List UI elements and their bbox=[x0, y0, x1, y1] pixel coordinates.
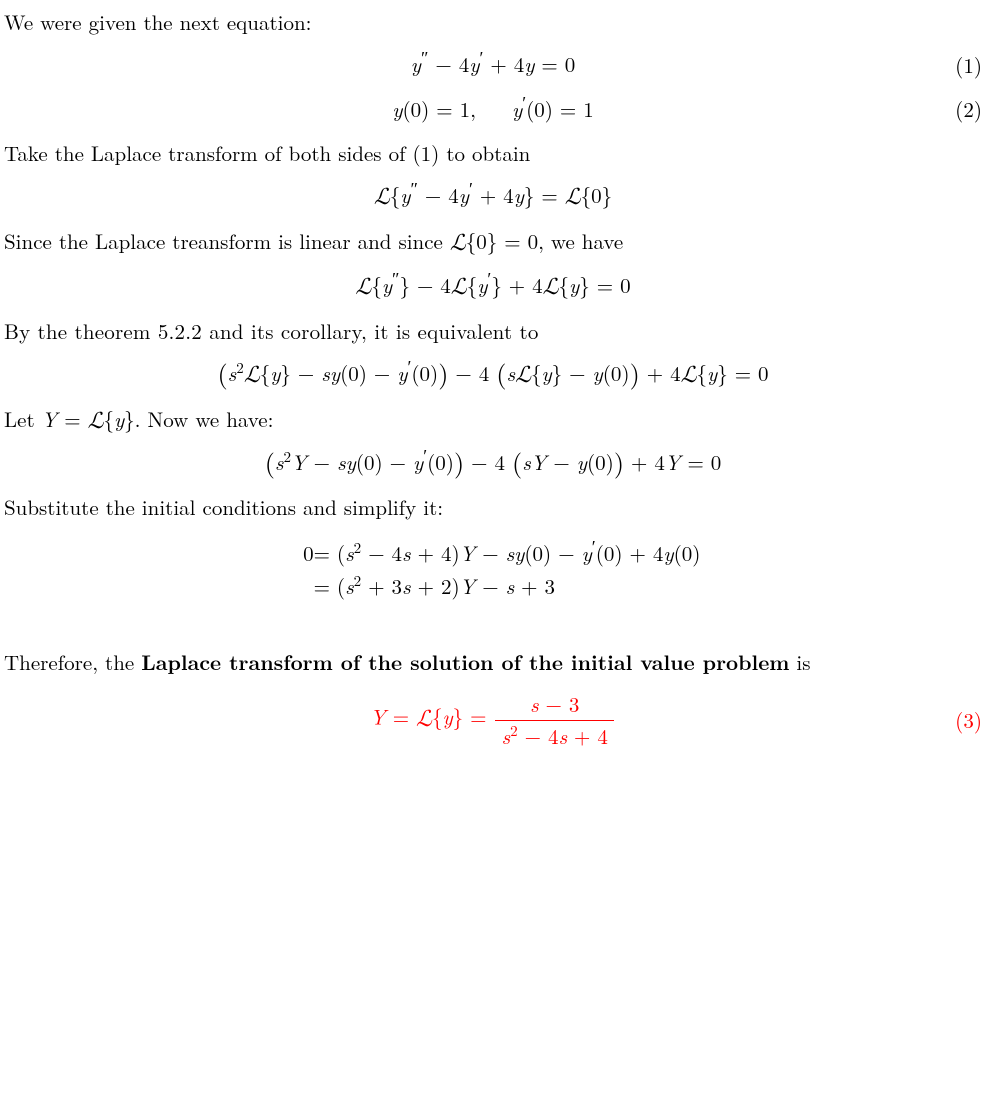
paragraph-linear-b: {0} = 0, we have bbox=[466, 226, 623, 256]
equation-answer-math: Y = ℒ{y} = s − 3 s2 − 4s + 4 bbox=[370, 690, 616, 750]
inline-L: ℒ bbox=[450, 228, 466, 258]
equation-1-number: (1) bbox=[955, 50, 982, 78]
laplace-bold-label: Laplace transform of the solution of the… bbox=[141, 647, 789, 677]
equation-7: 0 = (s2 − 4s + 4)Y − sy(0) − y′(0) + 4y(… bbox=[4, 535, 982, 604]
equation-7-line-2: = (s2 + 3s + 2)Y − s + 3 bbox=[286, 572, 701, 600]
equation-2: y(0) = 1, y′(0) = 1 (2) bbox=[4, 95, 982, 123]
answer-fraction: s − 3 s2 − 4s + 4 bbox=[495, 690, 613, 750]
equation-7-line-1: 0 = (s2 − 4s + 4)Y − sy(0) − y′(0) + 4y(… bbox=[286, 539, 701, 567]
paragraph-linear: Since the Laplace treansform is linear a… bbox=[4, 227, 982, 257]
equation-3: ℒ{y″ − 4y′ + 4y} = ℒ{0} bbox=[4, 181, 982, 211]
paragraph-substitute: Substitute the initial conditions and si… bbox=[4, 493, 982, 521]
equation-5: (s2ℒ{y} − sy(0) − y′(0)) − 4 (sℒ{y} − y(… bbox=[4, 359, 982, 389]
equation-1-math: y″ − 4y′ + 4y = 0 bbox=[411, 50, 576, 78]
equation-2-math: y(0) = 1, y′(0) = 1 bbox=[392, 95, 594, 123]
equation-6: (s2Y − sy(0) − y′(0)) − 4 (sY − y(0)) + … bbox=[4, 448, 982, 476]
paragraph-linear-a: Since the Laplace treansform is linear a… bbox=[4, 226, 450, 256]
equation-2-number: (2) bbox=[955, 95, 982, 123]
paragraph-intro: We were given the next equation: bbox=[4, 8, 982, 36]
paragraph-take-laplace: Take the Laplace transform of both sides… bbox=[4, 139, 982, 167]
equation-1: y″ − 4y′ + 4y = 0 (1) bbox=[4, 50, 982, 78]
paragraph-let-Y: Let Y = ℒ{y}. Now we have: bbox=[4, 405, 982, 435]
equation-answer-number: (3) bbox=[955, 706, 982, 734]
equation-answer: Y = ℒ{y} = s − 3 s2 − 4s + 4 (3) bbox=[4, 690, 982, 750]
paragraph-theorem: By the theorem 5.2.2 and its corollary, … bbox=[4, 317, 982, 345]
paragraph-therefore: Therefore, the Laplace transform of the … bbox=[4, 648, 982, 676]
equation-4: ℒ{y″} − 4ℒ{y′} + 4ℒ{y} = 0 bbox=[4, 271, 982, 301]
